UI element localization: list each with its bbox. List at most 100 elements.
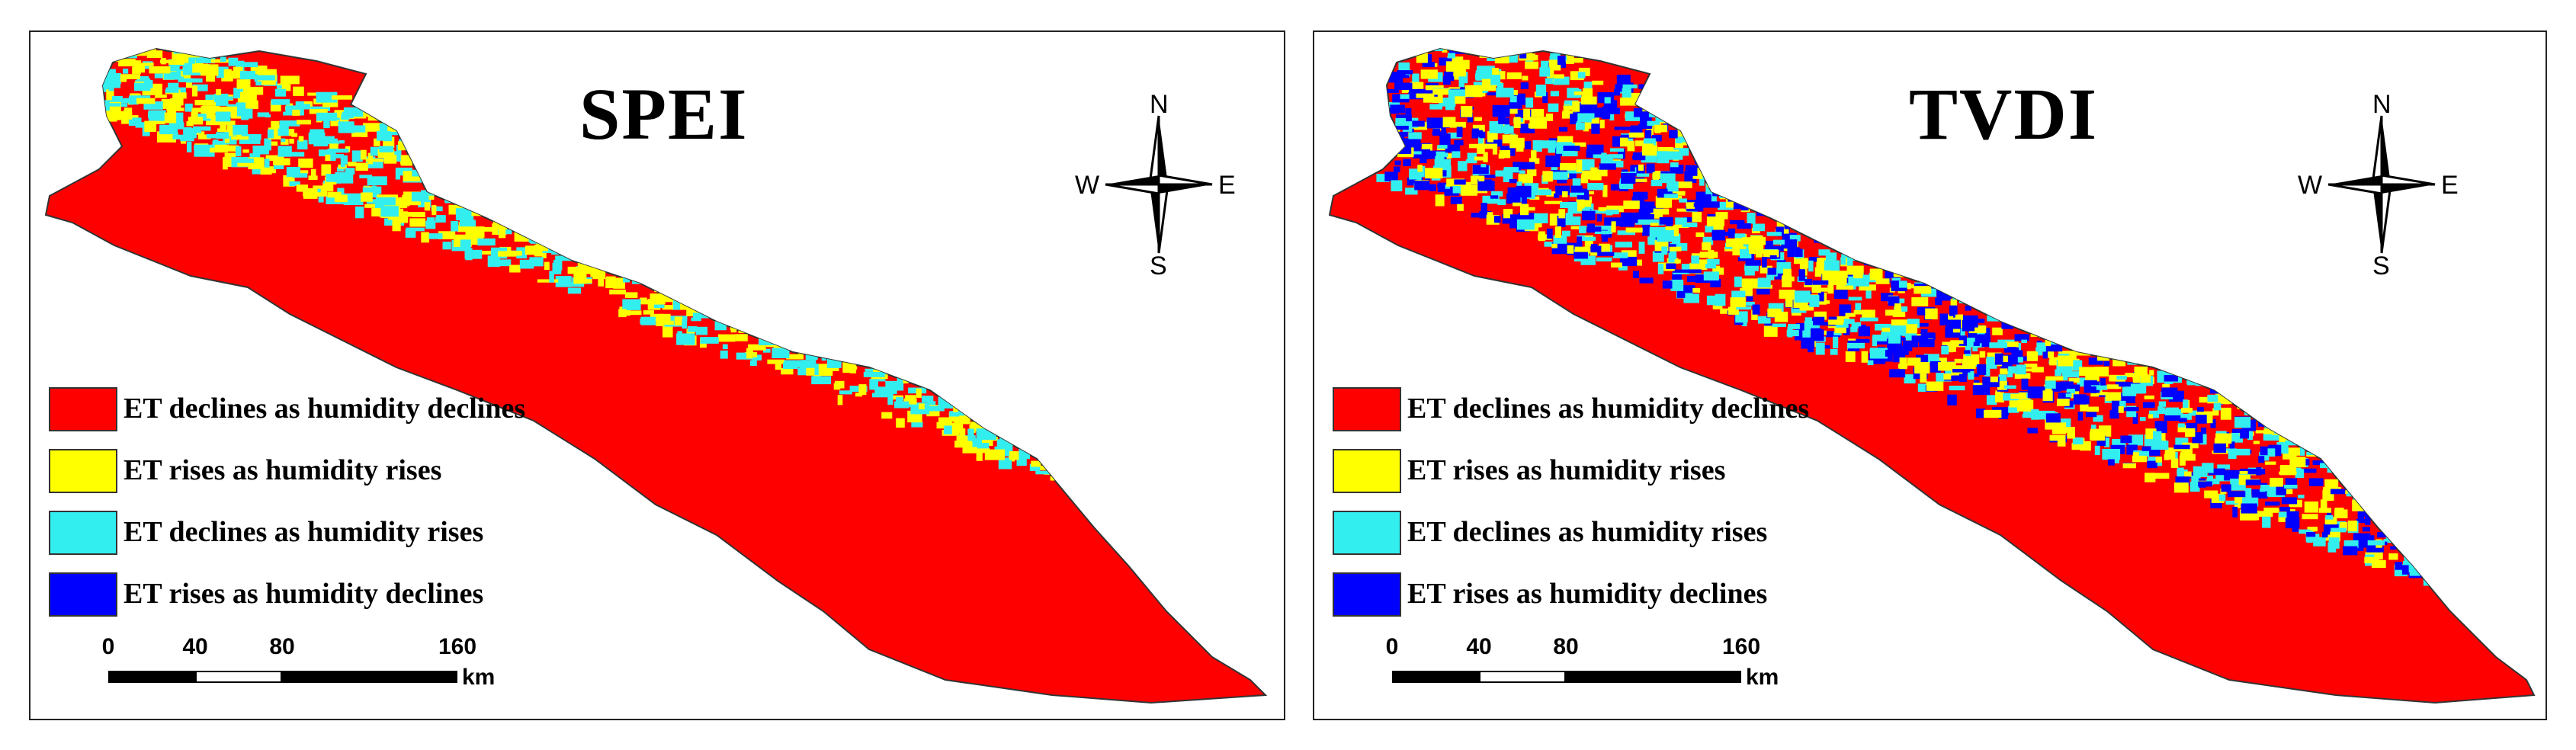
map-patch — [1669, 246, 1682, 252]
map-patch — [2182, 442, 2199, 449]
map-patch — [1059, 431, 1067, 439]
map-patch — [2462, 540, 2475, 551]
map-patch — [1189, 529, 1211, 540]
map-patch — [1587, 183, 1604, 191]
map-patch — [1936, 213, 1953, 221]
map-patch — [1548, 103, 1559, 112]
map-patch — [1851, 241, 1866, 245]
map-patch — [1733, 200, 1745, 210]
map-patch — [1991, 248, 1999, 258]
map-patch — [2070, 251, 2082, 261]
map-patch — [1691, 136, 1705, 144]
map-patch — [919, 403, 925, 410]
map-patch — [463, 190, 480, 197]
map-patch — [2157, 325, 2169, 329]
map-patch — [2431, 418, 2437, 425]
map-patch — [2080, 401, 2089, 412]
map-patch — [1147, 487, 1153, 498]
map-patch — [1516, 219, 1535, 230]
map-patch — [2470, 580, 2478, 588]
map-patch — [1642, 104, 1651, 112]
map-patch — [1933, 225, 1950, 234]
map-patch — [2000, 290, 2018, 298]
map-patch — [1474, 156, 1485, 161]
map-patch — [2202, 380, 2216, 386]
map-patch — [2310, 391, 2316, 396]
map-patch — [1730, 297, 1746, 307]
map-patch — [2420, 430, 2434, 441]
map-patch — [2148, 295, 2158, 300]
map-patch — [2253, 441, 2260, 444]
map-patch — [2274, 335, 2279, 341]
map-patch — [2027, 386, 2045, 399]
map-patch — [91, 104, 103, 112]
map-patch — [1032, 434, 1046, 444]
map-patch — [2445, 546, 2462, 557]
map-patch — [1394, 49, 1401, 57]
map-patch — [1674, 259, 1681, 264]
map-patch — [2462, 456, 2475, 461]
spei-scale-bar: 0 40 80 160 km — [99, 634, 526, 718]
map-patch — [1647, 120, 1660, 127]
map-patch — [2188, 333, 2197, 342]
map-patch — [1140, 417, 1154, 425]
map-patch — [187, 141, 192, 152]
map-patch — [900, 345, 913, 351]
map-patch — [1855, 303, 1862, 313]
legend-swatch — [1333, 449, 1401, 493]
map-patch — [156, 68, 171, 73]
map-patch — [2395, 519, 2408, 523]
map-patch — [2125, 373, 2135, 377]
map-patch — [1395, 117, 1406, 127]
map-patch — [2285, 440, 2299, 446]
map-patch — [698, 297, 712, 306]
map-patch — [2388, 478, 2402, 484]
map-patch — [1479, 131, 1486, 139]
map-patch — [2334, 508, 2344, 514]
map-patch — [1652, 251, 1664, 262]
map-patch — [656, 234, 672, 245]
map-patch — [2106, 344, 2116, 348]
map-patch — [605, 215, 623, 223]
map-patch — [1100, 412, 1110, 420]
map-patch — [1973, 341, 1980, 346]
map-patch — [213, 139, 219, 145]
map-patch — [1772, 239, 1785, 245]
map-patch — [2430, 386, 2436, 396]
map-patch — [2334, 509, 2348, 518]
map-patch — [715, 276, 723, 286]
map-patch — [2373, 389, 2392, 397]
map-patch — [674, 316, 683, 325]
map-patch — [2014, 373, 2031, 379]
map-patch — [2218, 338, 2234, 349]
map-patch — [1723, 172, 1740, 177]
map-patch — [294, 170, 309, 174]
map-patch — [2478, 460, 2484, 466]
map-patch — [1538, 189, 1552, 196]
scale-tick-label: 40 — [1466, 634, 1492, 659]
map-patch — [1914, 286, 1932, 294]
map-patch — [361, 192, 373, 202]
map-patch — [2068, 384, 2080, 392]
map-patch — [1995, 271, 2006, 278]
map-patch — [806, 324, 819, 329]
map-patch — [462, 169, 480, 179]
map-patch — [1864, 258, 1874, 264]
map-patch — [2270, 397, 2276, 405]
map-patch — [2333, 358, 2340, 363]
map-patch — [1036, 403, 1042, 407]
map-patch — [599, 227, 621, 231]
map-patch — [1865, 289, 1872, 299]
map-patch — [977, 402, 988, 410]
map-patch — [1445, 144, 1460, 153]
legend-swatch — [1333, 387, 1401, 431]
map-patch — [490, 162, 497, 167]
map-patch — [775, 361, 781, 370]
scale-segment-black — [1566, 671, 1741, 683]
map-patch — [2302, 514, 2318, 520]
map-patch — [850, 341, 871, 353]
map-patch — [1971, 271, 1978, 280]
map-patch — [277, 146, 292, 157]
map-patch — [1671, 117, 1679, 123]
map-patch — [545, 216, 560, 223]
